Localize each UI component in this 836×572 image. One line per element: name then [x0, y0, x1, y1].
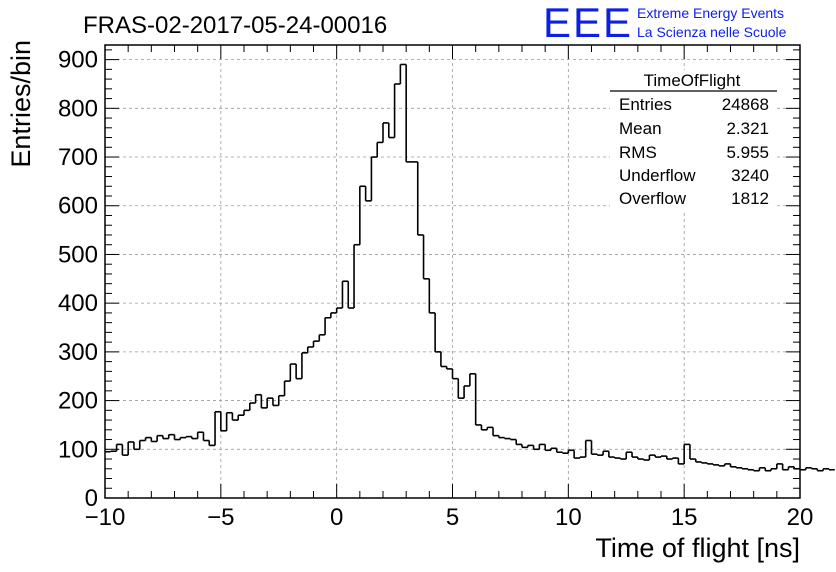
x-tick-label: −10 [85, 504, 126, 531]
stats-title: TimeOfFlight [644, 71, 741, 90]
stats-box: TimeOfFlight Entries 24868 Mean 2.321 RM… [610, 70, 777, 210]
y-tick-label: 300 [58, 339, 98, 366]
x-axis-label: Time of flight [ns] [595, 533, 800, 563]
axis-ticks [104, 45, 801, 499]
x-tick-label: 10 [555, 504, 582, 531]
x-tick-label: 0 [330, 504, 343, 531]
x-tick-label: −5 [207, 504, 234, 531]
y-tick-labels: 0 100 200 300 400 500 600 700 800 900 [58, 47, 98, 512]
stats-value-underflow: 3240 [731, 166, 769, 185]
x-tick-label: 5 [446, 504, 459, 531]
x-tick-labels: −10 −5 0 5 10 15 20 [85, 504, 814, 531]
y-tick-label: 200 [58, 388, 98, 415]
logo-line-2: La Scienza nelle Scuole [637, 24, 787, 40]
logo-caption: Extreme Energy Events La Scienza nelle S… [637, 4, 786, 42]
stats-label-rms: RMS [619, 143, 657, 162]
stats-label-overflow: Overflow [619, 189, 687, 208]
stats-value-overflow: 1812 [731, 189, 769, 208]
y-tick-label: 600 [58, 193, 98, 220]
stats-box-background [610, 70, 775, 210]
y-tick-label: 900 [58, 47, 98, 74]
stats-value-entries: 24868 [722, 95, 769, 114]
logo-line-1: Extreme Energy Events [637, 5, 785, 21]
x-tick-label: 20 [787, 504, 814, 531]
x-tick-label: 15 [671, 504, 698, 531]
grid [105, 45, 800, 498]
stats-value-mean: 2.321 [726, 119, 769, 138]
eee-logo: EEE [543, 0, 634, 46]
stats-value-rms: 5.955 [726, 143, 769, 162]
stats-label-entries: Entries [619, 95, 672, 114]
y-tick-label: 100 [58, 436, 98, 463]
y-tick-label: 700 [58, 144, 98, 171]
y-tick-label: 0 [85, 485, 98, 512]
stats-label-mean: Mean [619, 119, 662, 138]
histogram-bars [105, 63, 835, 472]
y-tick-label: 400 [58, 290, 98, 317]
y-tick-label: 500 [58, 241, 98, 268]
stats-label-underflow: Underflow [619, 166, 696, 185]
y-tick-label: 800 [58, 95, 98, 122]
chart-title: FRAS-02-2017-05-24-00016 [83, 12, 387, 39]
y-axis-label: Entries/bin [6, 40, 36, 168]
